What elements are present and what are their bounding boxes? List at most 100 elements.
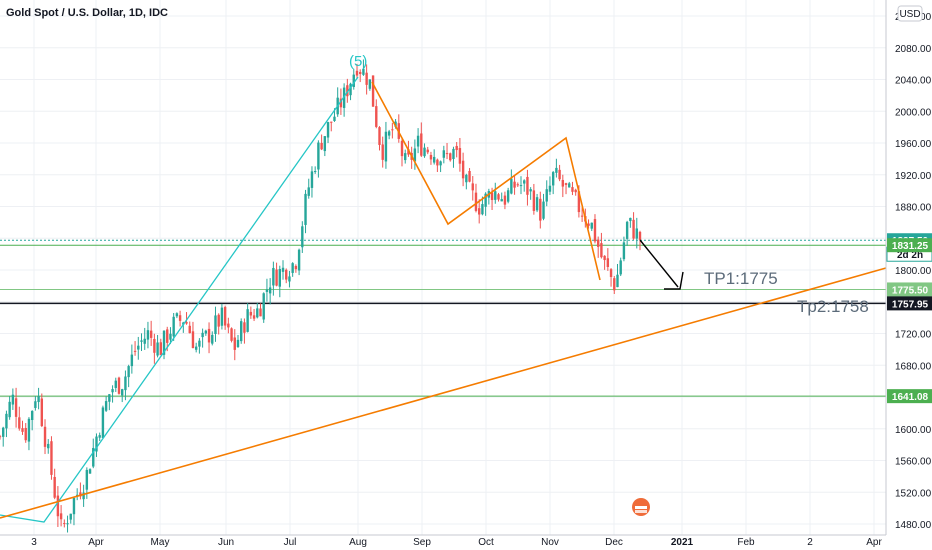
candle-body (310, 171, 314, 188)
candle-body (375, 106, 378, 127)
candle-body (140, 340, 143, 342)
candle-body (230, 328, 233, 341)
candle-body (95, 436, 98, 452)
candle-body (577, 191, 581, 213)
candle-body (297, 249, 301, 271)
price-tick-label: 1920.00 (895, 171, 932, 182)
candle-body (114, 380, 117, 388)
candle-body (133, 350, 137, 352)
candle-body (63, 523, 66, 525)
candle-body (172, 316, 175, 337)
candle-body (185, 322, 188, 324)
candle-body (127, 366, 130, 378)
time-tick-label: May (151, 537, 170, 548)
candle-body (259, 308, 262, 317)
currency-button[interactable]: USD (897, 5, 923, 22)
tp2-label: Tp2:1758 (797, 297, 869, 316)
price-level-badge[interactable] (887, 282, 932, 297)
time-tick-label: 3 (31, 537, 37, 548)
price-tick-label: 2080.00 (895, 44, 932, 55)
price-tick-label: 1560.00 (895, 457, 932, 468)
candle-body (236, 339, 240, 348)
candle-body (146, 330, 150, 340)
candle-body (539, 198, 542, 221)
price-tick-label: 1680.00 (895, 361, 932, 372)
arrow-head-icon (664, 271, 684, 290)
tp1-label: TP1:1775 (704, 269, 778, 288)
candle-body (500, 199, 503, 202)
candle-body (201, 332, 204, 338)
candle-body (169, 333, 172, 340)
candle-body (474, 192, 478, 211)
currency-label: USD (899, 9, 920, 20)
candle-body (59, 513, 63, 520)
candle-body (24, 427, 27, 441)
candle-body (323, 136, 327, 152)
candle-body (384, 131, 388, 162)
candle-body (326, 122, 330, 138)
candle-body (66, 523, 69, 525)
candle-body (268, 287, 272, 294)
candle-body (558, 169, 561, 180)
time-tick-label: Apr (866, 537, 882, 548)
candle-body (330, 121, 333, 123)
candle-body (616, 274, 619, 288)
candle-body (166, 329, 169, 343)
candle-body (555, 167, 558, 173)
price-axis[interactable]: 1480.001520.001560.001600.001640.001680.… (885, 0, 932, 535)
candle-body (278, 269, 281, 287)
candle-body (243, 322, 246, 333)
candle-body (211, 334, 214, 344)
candle-body (635, 228, 638, 239)
price-tick-label: 1720.00 (895, 330, 932, 341)
candle-body (449, 153, 452, 161)
candle-body (11, 394, 15, 405)
price-level-badge[interactable] (887, 389, 932, 404)
candle-body (468, 170, 471, 182)
candle-body (307, 187, 310, 196)
candle-body (580, 215, 584, 217)
candle-body (465, 174, 468, 183)
price-level-badge[interactable] (887, 296, 932, 311)
candle-body (246, 309, 249, 332)
candle-body (603, 255, 606, 261)
candle-body (207, 328, 211, 343)
candle-body (490, 192, 494, 200)
candle-body (14, 398, 18, 417)
candle-body (88, 469, 92, 474)
time-axis[interactable]: 3 Apr May Jun Jul Aug Sep Oct Nov Dec 2021 Feb 2 Apr (0, 534, 886, 548)
time-tick-label: Apr (88, 537, 104, 548)
candle-body (606, 258, 610, 267)
candle-body (526, 176, 529, 195)
candle-body (104, 401, 108, 411)
wave-5-label: (5) (349, 53, 367, 70)
drawings (0, 76, 887, 523)
candle-body (98, 435, 101, 438)
candle-body (56, 495, 60, 517)
candle-body (117, 377, 121, 394)
candle-body (92, 447, 95, 467)
candle-body (494, 191, 497, 200)
candle-body (378, 127, 381, 145)
candle-body (355, 70, 359, 76)
candle-body (198, 340, 201, 347)
candle-body (143, 338, 146, 344)
candle-body (313, 171, 317, 173)
candle-body (291, 263, 294, 273)
price-tick-label: 1960.00 (895, 139, 932, 150)
candle-body (368, 79, 372, 89)
candle-body (519, 185, 523, 187)
candle-body (82, 492, 85, 500)
candle-body (149, 330, 153, 338)
trendline (0, 267, 887, 519)
candle-body (561, 179, 565, 187)
candle-body (622, 242, 626, 260)
candle-body (217, 314, 220, 327)
candle-body (574, 189, 577, 193)
candle-body (362, 68, 365, 75)
price-level-badge[interactable] (887, 238, 932, 253)
candle-body (420, 133, 423, 156)
candle-body (442, 150, 446, 158)
candle-body (121, 389, 124, 396)
